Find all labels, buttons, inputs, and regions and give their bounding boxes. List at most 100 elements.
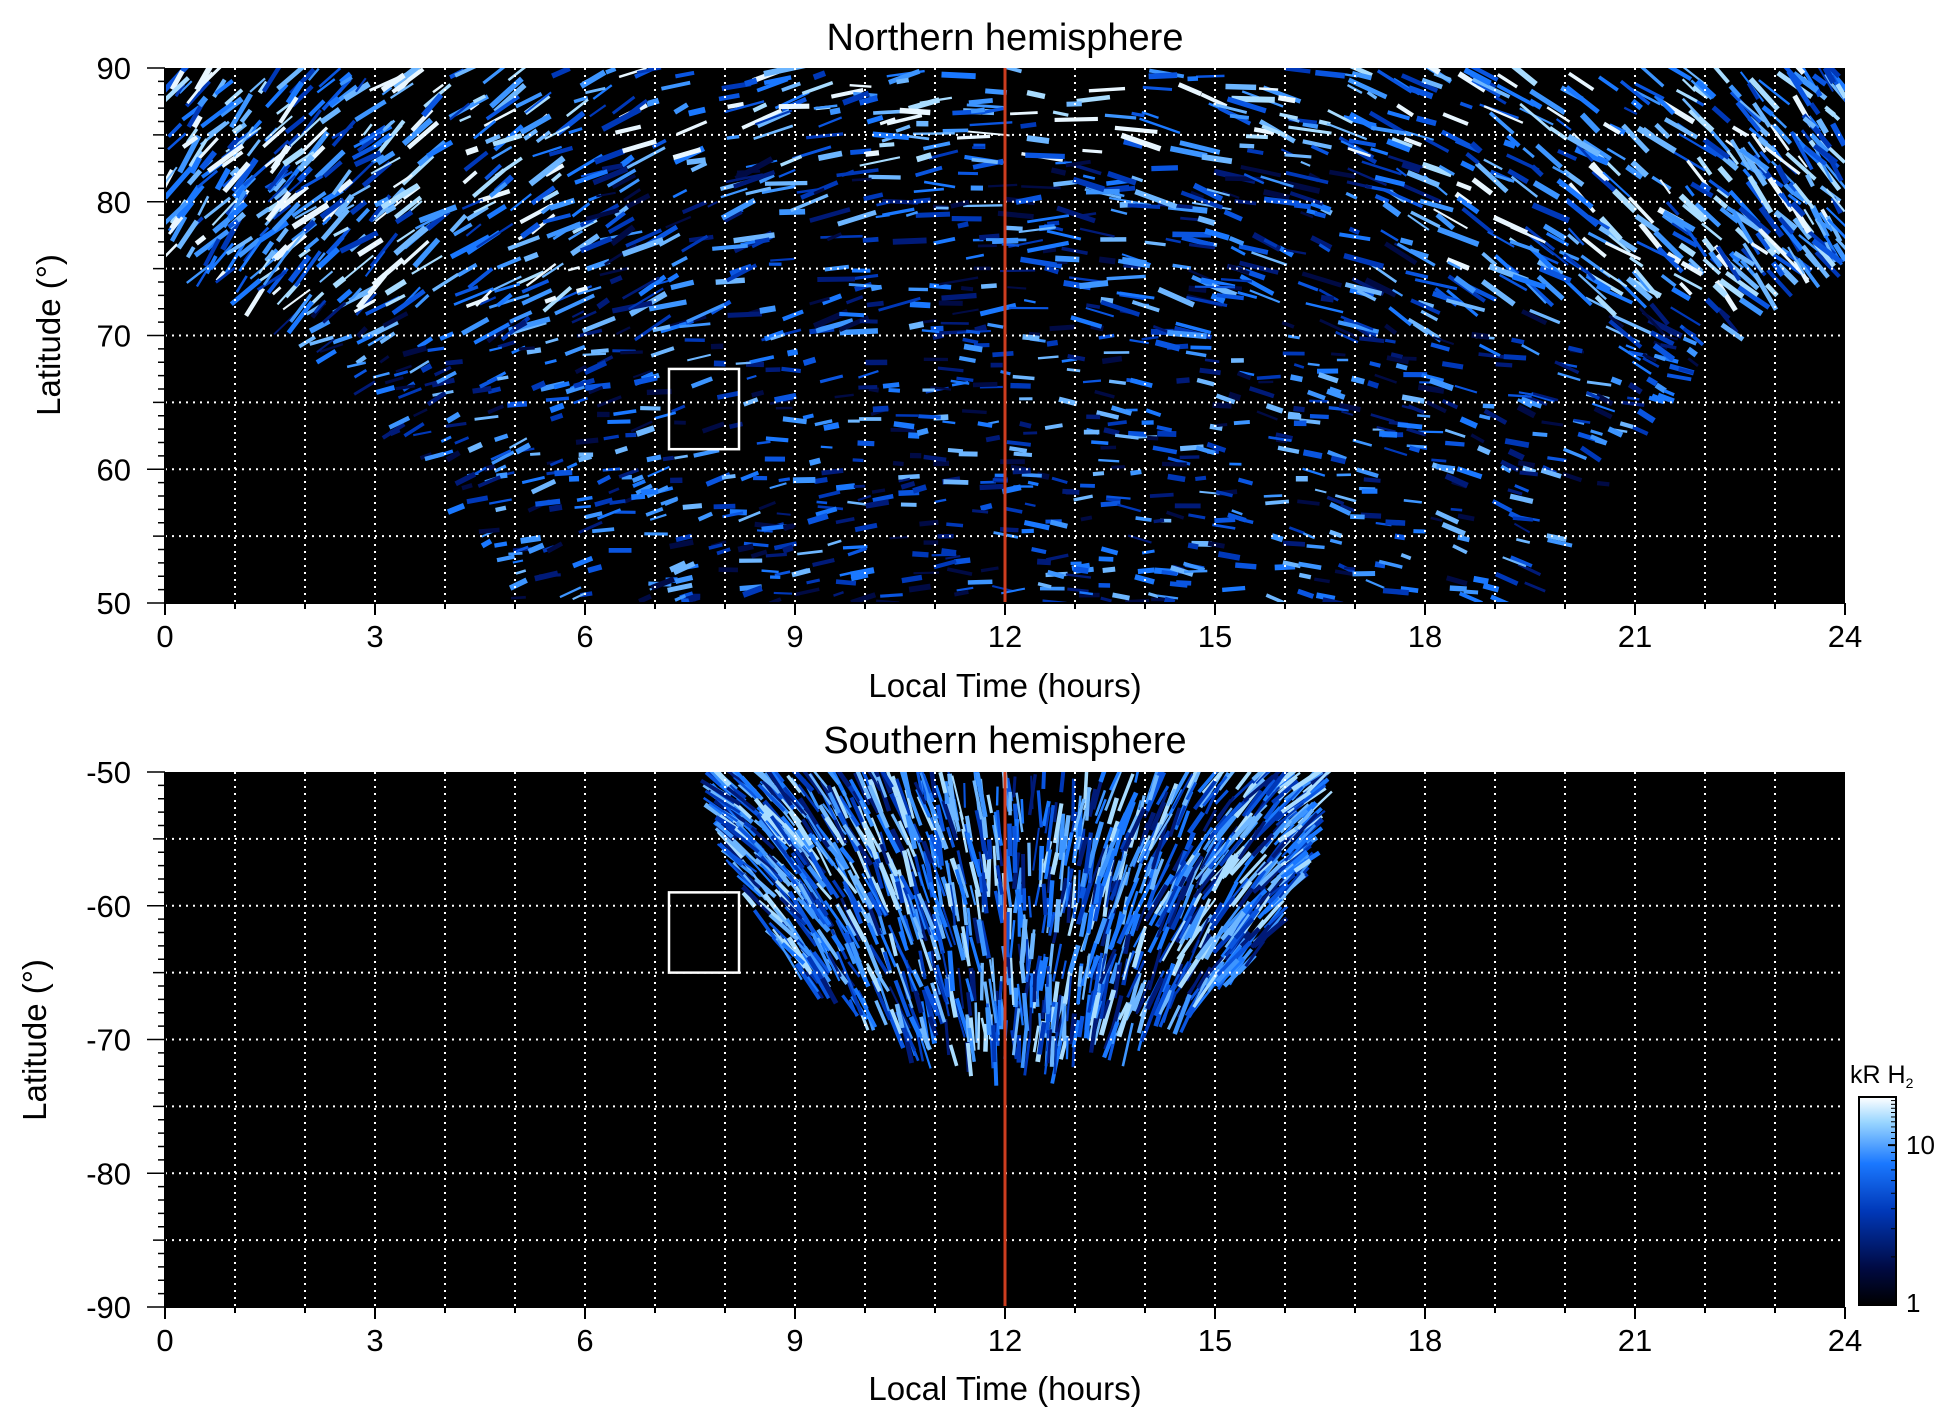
emission-streak — [988, 185, 1017, 187]
emission-streak — [1074, 569, 1089, 571]
emission-streak — [1189, 288, 1207, 290]
emission-streak — [1264, 496, 1282, 497]
emission-streak — [1047, 223, 1059, 224]
emission-streak — [1172, 234, 1211, 235]
emission-streak — [1400, 240, 1412, 243]
emission-streak — [1073, 779, 1074, 821]
emission-streak — [821, 447, 833, 448]
emission-streak — [1247, 150, 1263, 153]
emission-streak — [1089, 89, 1125, 91]
emission-streak — [1176, 582, 1191, 583]
emission-streak — [966, 331, 980, 333]
emission-streak — [836, 486, 855, 488]
emission-streak — [588, 567, 602, 571]
emission-streak — [1310, 416, 1329, 417]
emission-streak — [1451, 509, 1462, 510]
emission-streak — [766, 438, 788, 440]
y-tick-label: -80 — [86, 1156, 131, 1191]
emission-streak — [942, 551, 957, 553]
colorbar-tick-label: 1 — [1906, 1288, 1920, 1318]
emission-streak — [889, 390, 900, 391]
emission-streak — [817, 279, 855, 280]
emission-streak — [986, 437, 1000, 440]
emission-streak — [714, 506, 736, 507]
emission-streak — [975, 327, 986, 330]
emission-streak — [981, 506, 992, 509]
emission-streak — [820, 236, 862, 237]
emission-streak — [873, 134, 909, 137]
emission-streak — [1297, 501, 1319, 504]
emission-streak — [1627, 398, 1639, 400]
emission-streak — [1023, 433, 1037, 434]
emission-streak — [963, 205, 1002, 206]
emission-streak — [1218, 554, 1239, 558]
emission-streak — [1013, 471, 1031, 472]
x-tick-label: 6 — [576, 619, 593, 654]
emission-streak — [803, 415, 813, 417]
emission-streak — [961, 288, 973, 289]
emission-streak — [1518, 463, 1534, 466]
emission-streak — [1504, 357, 1526, 358]
emission-streak — [1044, 884, 1046, 915]
emission-streak — [1007, 442, 1031, 445]
emission-streak — [729, 424, 742, 427]
emission-streak — [1043, 761, 1044, 789]
emission-streak — [957, 136, 990, 138]
emission-streak — [1107, 276, 1146, 278]
emission-streak — [1102, 359, 1122, 362]
emission-streak — [507, 404, 527, 405]
colorbar-label: kR H2 — [1850, 1061, 1914, 1091]
emission-streak — [1188, 545, 1198, 547]
emission-streak — [850, 85, 872, 86]
emission-streak — [1022, 919, 1025, 963]
emission-streak — [1055, 802, 1057, 822]
emission-streak — [1103, 569, 1116, 570]
emission-streak — [1022, 475, 1042, 476]
emission-streak — [972, 511, 988, 513]
emission-streak — [1383, 591, 1409, 593]
emission-streak — [1331, 458, 1345, 461]
emission-streak — [1225, 87, 1256, 88]
emission-streak — [1111, 467, 1125, 468]
emission-streak — [869, 177, 901, 178]
emission-streak — [683, 506, 702, 508]
emission-streak — [1259, 88, 1278, 89]
emission-streak — [924, 457, 947, 460]
emission-streak — [817, 502, 828, 503]
emission-streak — [1149, 75, 1178, 76]
emission-streak — [973, 384, 997, 385]
emission-streak — [549, 507, 562, 509]
emission-streak — [1385, 340, 1395, 342]
emission-streak — [1190, 347, 1211, 348]
emission-streak — [918, 416, 940, 417]
emission-streak — [1180, 457, 1200, 458]
emission-streak — [954, 560, 970, 562]
emission-streak — [1013, 377, 1035, 379]
emission-streak — [445, 361, 462, 363]
emission-streak — [1122, 259, 1146, 263]
emission-streak — [982, 963, 983, 1001]
emission-streak — [1200, 370, 1221, 373]
emission-streak — [762, 526, 787, 529]
emission-streak — [1398, 424, 1423, 427]
emission-streak — [1029, 843, 1030, 876]
emission-streak — [879, 144, 894, 145]
emission-streak — [546, 398, 569, 400]
emission-streak — [922, 330, 939, 332]
emission-streak — [917, 155, 932, 159]
emission-streak — [1052, 1036, 1053, 1067]
emission-streak — [998, 213, 1034, 216]
emission-streak — [1391, 354, 1402, 357]
emission-streak — [1321, 298, 1333, 300]
emission-streak — [836, 582, 856, 584]
emission-streak — [1136, 518, 1152, 520]
emission-streak — [1246, 136, 1268, 137]
emission-streak — [579, 457, 592, 460]
emission-streak — [964, 346, 982, 349]
emission-streak — [1395, 536, 1405, 538]
emission-streak — [1450, 588, 1467, 589]
emission-streak — [535, 501, 560, 504]
